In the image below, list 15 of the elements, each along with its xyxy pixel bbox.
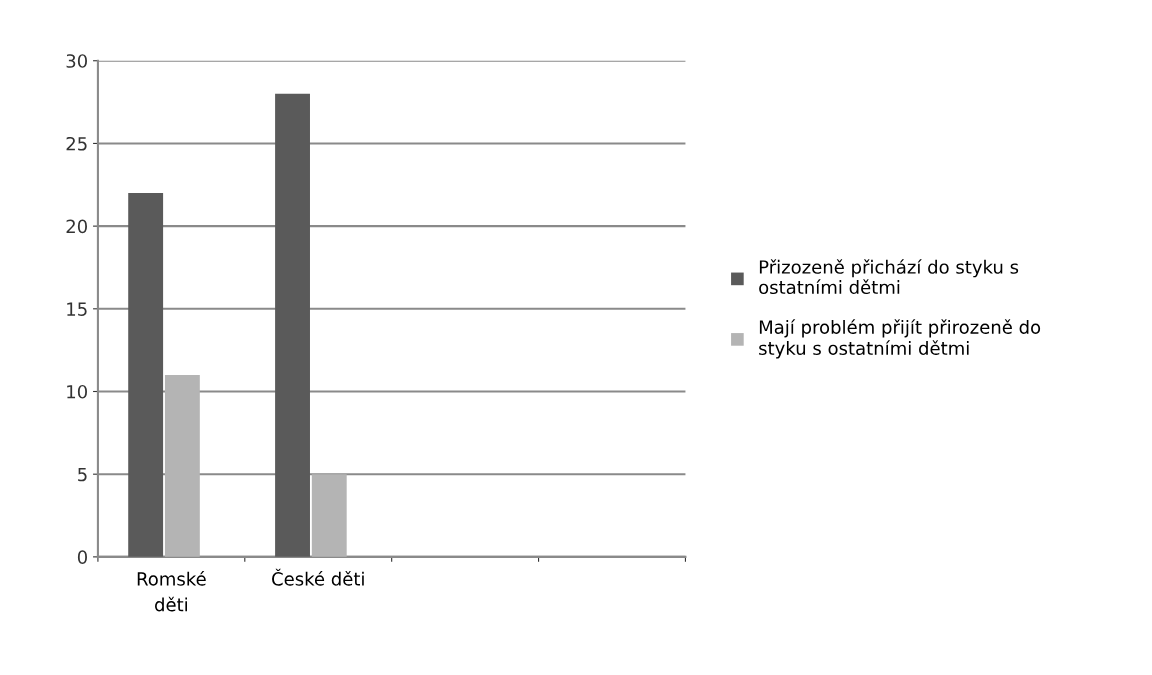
y-tick-label: 0 bbox=[77, 550, 87, 564]
y-tick-label: 30 bbox=[66, 54, 87, 68]
bar bbox=[311, 474, 347, 557]
legend-label: Přizozeně přichází do styku s ostatními dětmi bbox=[759, 259, 1019, 295]
bar bbox=[275, 93, 310, 557]
x-tick-label: České děti bbox=[272, 568, 364, 586]
y-tick-label: 15 bbox=[67, 302, 87, 316]
y-tick-label: 25 bbox=[66, 136, 87, 151]
y-tick-label: 10 bbox=[67, 384, 87, 399]
bar bbox=[164, 374, 200, 557]
bar bbox=[128, 193, 164, 557]
legend-label: Mají problém přijít přirozeně do styku s ostatními dětmi bbox=[759, 319, 1041, 359]
y-tick-label: 20 bbox=[66, 219, 87, 234]
y-tick-label: 5 bbox=[78, 467, 87, 482]
x-tick-label: Romské děti bbox=[137, 571, 206, 612]
